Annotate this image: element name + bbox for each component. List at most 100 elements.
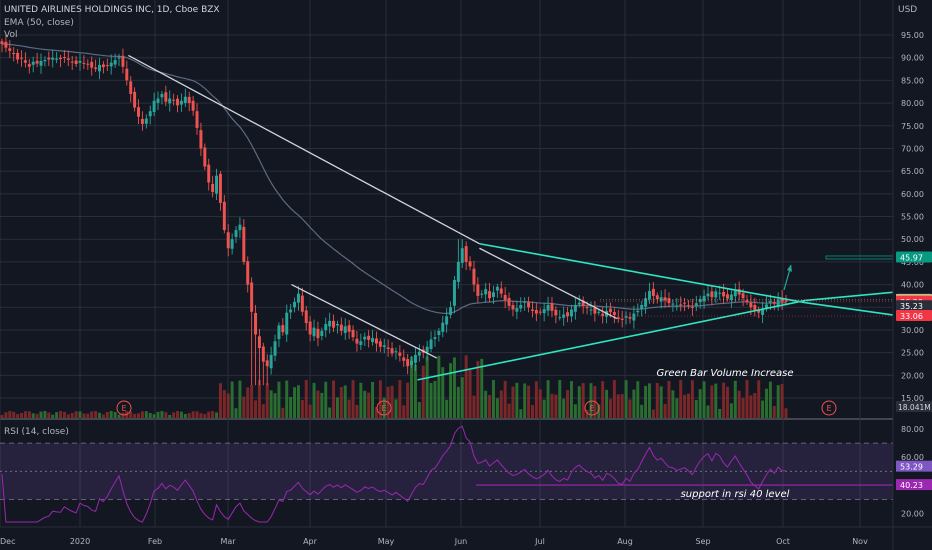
candle-body [55,58,59,60]
candle-body [433,337,437,340]
time-tick-label: Jun [454,537,468,546]
candle-body [667,298,671,304]
candle-body [195,111,199,129]
candle-body [585,307,589,309]
rsi-label[interactable]: RSI (14, close) [4,427,69,437]
volume-bar [445,399,449,418]
candle-body [589,309,593,311]
volume-bar [542,399,546,418]
candle-body [460,248,464,263]
earnings-marker-label: E [826,404,831,413]
volume-bar [745,380,749,418]
candle-body [172,99,176,101]
candle-body [425,346,429,353]
volume-bar [644,385,648,418]
candle-body [382,345,386,347]
candle-body [137,107,140,117]
candle-body [768,300,772,303]
volume-bar [585,409,589,418]
price-tick-label: 30.00 [901,326,924,335]
candle-body [390,348,394,354]
candle-body [101,64,105,68]
candle-body [757,309,761,313]
candle-body [718,292,722,294]
volume-bar [772,406,776,418]
candle-body [601,313,605,316]
candle-body [624,316,628,318]
volume-bar [230,381,234,418]
candle-body [257,336,261,349]
volume-bar [39,411,43,418]
candle-body [398,352,402,356]
candle-body [690,306,694,308]
rsi-badge-label: 53.29 [900,463,923,472]
volume-bar [413,364,417,418]
volume-bar [20,413,23,418]
volume-bar [398,380,402,418]
candle-body [761,308,765,315]
candle-body [27,64,31,67]
volume-label[interactable]: Vol [4,30,18,40]
volume-bar [27,411,31,418]
candle-body [242,226,246,262]
volume-bar [784,408,788,418]
candle-body [343,326,347,333]
candle-body [452,280,456,306]
candle-body [238,224,242,231]
ema-line [1,43,787,314]
candle-body [12,52,16,55]
volume-bar [507,403,511,418]
candle-body [402,357,406,361]
candle-body [558,317,562,319]
candle-body [94,67,98,70]
candle-body [339,324,343,331]
volume-bar [382,397,386,418]
volume-bar [456,386,460,418]
volume-bar [624,380,628,418]
price-tick-label: 90.00 [901,54,924,63]
volume-bar [238,380,242,418]
candle-body [710,291,714,298]
candle-body [254,312,258,335]
candle-body [616,317,620,320]
volume-bar [523,383,527,418]
candle-body [671,303,675,305]
price-tick-label: 80.00 [901,99,924,108]
price-tick-label: 65.00 [901,167,924,176]
candle-body [133,91,137,108]
volume-bar [714,383,718,418]
volume-bar [410,356,414,418]
time-tick-label: Mar [220,537,236,546]
volume-bar [133,413,137,418]
ema-label[interactable]: EMA (50, close) [4,18,74,28]
volume-bar [113,412,117,418]
candle-body [597,311,601,313]
volume-bar [503,380,507,418]
candle-body [476,284,480,296]
volume-bar [51,414,55,418]
candle-body [121,55,125,67]
candle-body [246,261,250,285]
volume-bar [679,380,683,418]
candle-body [148,111,152,117]
volume-bar [304,380,308,418]
candle-body [573,304,577,312]
volume-bar [47,412,51,418]
candle-body [187,96,191,104]
volume-bar [417,402,421,418]
volume-bar [433,380,437,418]
volume-bar [741,397,745,418]
volume-badge [896,401,932,412]
price-tick-label: 95.00 [901,31,924,40]
volume-bar [312,382,316,418]
volume-bar [137,413,140,418]
volume-bar [726,386,729,418]
volume-bar [43,411,47,418]
candle-body [191,100,195,111]
candle-body [515,308,519,312]
trendline [291,283,438,359]
volume-bar [101,414,105,418]
candle-body [741,293,745,299]
volume-bar [94,411,98,418]
